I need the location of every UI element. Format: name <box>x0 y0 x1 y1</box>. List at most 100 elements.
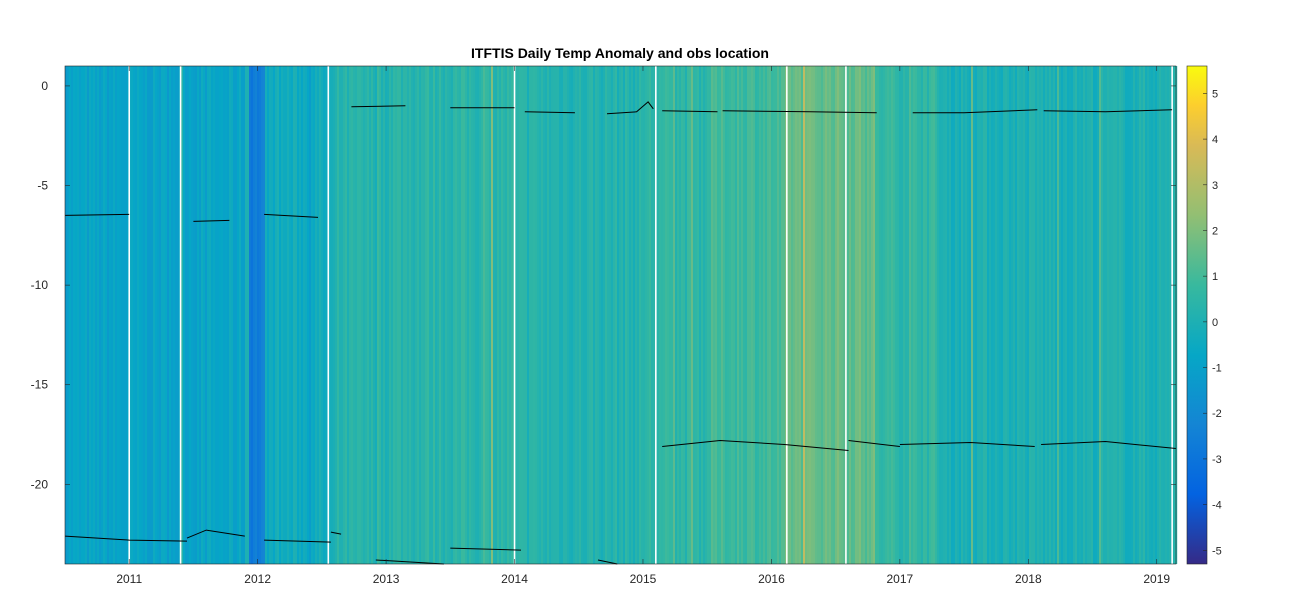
anomaly-column <box>995 66 998 564</box>
anomaly-column <box>219 66 222 564</box>
anomaly-column <box>841 66 844 564</box>
anomaly-column <box>309 66 312 564</box>
anomaly-column <box>773 66 776 564</box>
anomaly-column <box>775 66 778 564</box>
anomaly-column <box>81 66 84 564</box>
anomaly-column <box>893 66 896 564</box>
anomaly-column <box>853 66 856 564</box>
colorbar: 5 4 3 2 1 0 -1 -2 -3 -4 -5 <box>1186 65 1222 565</box>
anomaly-column <box>1163 66 1166 564</box>
anomaly-column <box>1123 66 1126 564</box>
anomaly-column <box>159 66 162 564</box>
anomaly-column <box>319 66 322 564</box>
anomaly-column <box>971 66 974 564</box>
anomaly-column <box>593 66 596 564</box>
anomaly-column <box>343 66 346 564</box>
anomaly-column <box>687 66 690 564</box>
anomaly-column <box>231 66 234 564</box>
anomaly-column <box>131 66 134 564</box>
anomaly-column <box>555 66 558 564</box>
anomaly-column <box>491 66 494 564</box>
anomaly-column <box>83 66 86 564</box>
anomaly-column <box>1149 66 1152 564</box>
anomaly-column <box>897 66 900 564</box>
anomaly-column <box>727 66 730 564</box>
anomaly-column <box>121 66 124 564</box>
anomaly-column <box>511 66 514 564</box>
anomaly-column <box>415 66 418 564</box>
anomaly-column <box>869 66 872 564</box>
anomaly-column <box>557 66 560 564</box>
anomaly-column <box>503 66 506 564</box>
anomaly-column <box>293 66 296 564</box>
anomaly-column <box>365 66 368 564</box>
anomaly-column <box>891 66 894 564</box>
anomaly-column <box>347 66 350 564</box>
anomaly-column <box>547 66 550 564</box>
anomaly-column <box>1145 66 1148 564</box>
anomaly-column <box>233 66 236 564</box>
anomaly-column <box>297 66 300 564</box>
anomaly-column <box>765 66 768 564</box>
anomaly-column <box>709 66 712 564</box>
y-tick-label: -10 <box>31 278 49 292</box>
anomaly-column <box>369 66 372 564</box>
anomaly-column <box>1075 66 1078 564</box>
anomaly-column <box>901 66 904 564</box>
anomaly-column <box>1057 66 1060 564</box>
anomaly-column <box>539 66 542 564</box>
colorbar-tick-label: 1 <box>1212 271 1218 283</box>
anomaly-column <box>591 66 594 564</box>
anomaly-column <box>801 66 804 564</box>
anomaly-column <box>1079 66 1082 564</box>
anomaly-column <box>551 66 554 564</box>
anomaly-column <box>85 66 88 564</box>
anomaly-column <box>719 66 722 564</box>
anomaly-column <box>429 66 432 564</box>
anomaly-column <box>527 66 530 564</box>
anomaly-column <box>279 66 282 564</box>
anomaly-column <box>673 66 676 564</box>
anomaly-column <box>1003 66 1006 564</box>
anomaly-column <box>227 66 230 564</box>
anomaly-column <box>647 66 650 564</box>
anomaly-column <box>661 66 664 564</box>
anomaly-column <box>385 66 388 564</box>
anomaly-column <box>839 66 842 564</box>
anomaly-column <box>959 66 962 564</box>
anomaly-column <box>311 66 314 564</box>
anomaly-column <box>625 66 628 564</box>
anomaly-column <box>685 66 688 564</box>
anomaly-column <box>325 66 328 564</box>
anomaly-column <box>693 66 696 564</box>
anomaly-column <box>931 66 934 564</box>
anomaly-column <box>315 66 318 564</box>
anomaly-column <box>433 66 436 564</box>
anomaly-column <box>991 66 994 564</box>
anomaly-column <box>793 66 796 564</box>
anomaly-column <box>639 66 642 564</box>
anomaly-column <box>1103 66 1106 564</box>
anomaly-column <box>1061 66 1064 564</box>
anomaly-column <box>787 66 790 564</box>
anomaly-column <box>1151 66 1154 564</box>
anomaly-column <box>523 66 526 564</box>
anomaly-column <box>1165 66 1168 564</box>
anomaly-column <box>195 66 198 564</box>
colorbar-tick-label: -2 <box>1212 408 1222 420</box>
anomaly-column <box>457 66 460 564</box>
anomaly-column <box>73 66 76 564</box>
anomaly-column <box>943 66 946 564</box>
anomaly-column <box>1101 66 1104 564</box>
anomaly-column <box>1173 66 1176 564</box>
anomaly-column <box>859 66 862 564</box>
anomaly-column <box>191 66 194 564</box>
anomaly-column <box>477 66 480 564</box>
obs-location-line <box>264 539 331 543</box>
anomaly-column <box>373 66 376 564</box>
anomaly-column <box>151 66 154 564</box>
anomaly-column <box>107 66 110 564</box>
anomaly-column <box>825 66 828 564</box>
anomaly-column <box>79 66 82 564</box>
anomaly-column <box>965 66 968 564</box>
